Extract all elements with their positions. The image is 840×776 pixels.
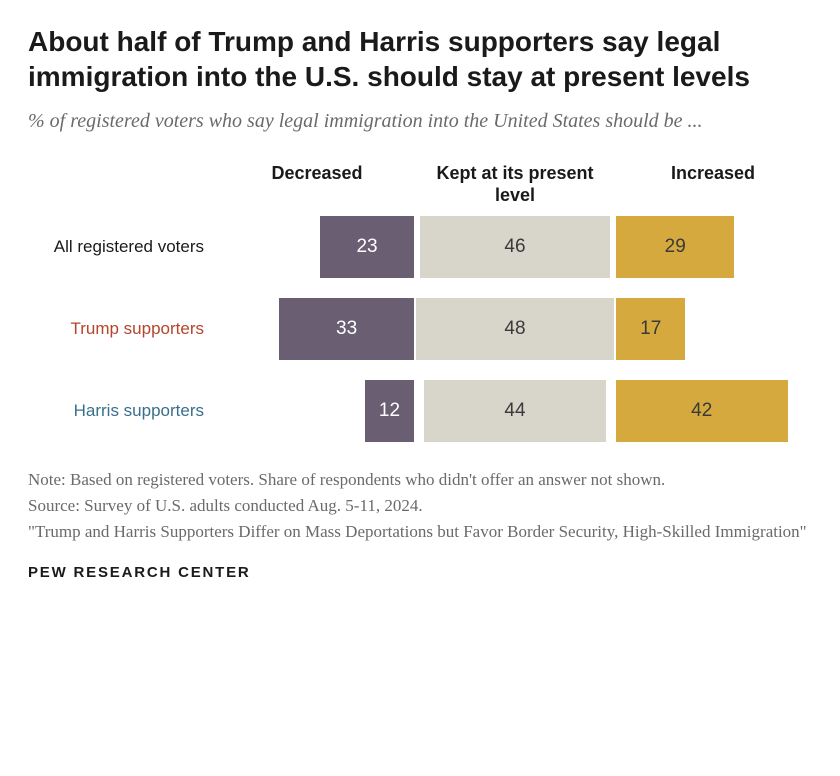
bar-cell: 44: [416, 380, 614, 442]
bar: 44: [424, 380, 606, 442]
bar-cell: 48: [416, 298, 614, 360]
bar: 42: [616, 380, 788, 442]
chart-subtitle: % of registered voters who say legal imm…: [28, 108, 812, 135]
chart-row: All registered voters 234629: [28, 216, 812, 278]
bar-cell: 12: [218, 380, 416, 442]
row-label: Trump supporters: [28, 319, 218, 339]
chart-row: Harris supporters 124442: [28, 380, 812, 442]
bar-cell: 46: [416, 216, 614, 278]
chart-row: Trump supporters 334817: [28, 298, 812, 360]
bar: 23: [320, 216, 414, 278]
bar-cell: 33: [218, 298, 416, 360]
row-label: Harris supporters: [28, 401, 218, 421]
bar-cell: 42: [614, 380, 812, 442]
bar: 33: [279, 298, 414, 360]
chart-rows: All registered voters 234629 Trump support…: [28, 216, 812, 442]
bar-cell: 17: [614, 298, 812, 360]
chart-note: "Trump and Harris Supporters Differ on M…: [28, 520, 812, 544]
bar: 17: [616, 298, 685, 360]
bar-chart: DecreasedKept at its present levelIncrea…: [28, 163, 812, 442]
row-label: All registered voters: [28, 237, 218, 257]
bar-cell: 29: [614, 216, 812, 278]
bar: 12: [365, 380, 414, 442]
chart-note: Note: Based on registered voters. Share …: [28, 468, 812, 492]
footer-brand: PEW RESEARCH CENTER: [28, 564, 812, 581]
chart-note: Source: Survey of U.S. adults conducted …: [28, 494, 812, 518]
bar: 48: [416, 298, 614, 360]
bar: 29: [616, 216, 734, 278]
column-headers: DecreasedKept at its present levelIncrea…: [28, 163, 812, 206]
chart-title: About half of Trump and Harris supporter…: [28, 24, 812, 94]
bar: 46: [420, 216, 610, 278]
chart-notes: Note: Based on registered voters. Share …: [28, 468, 812, 543]
column-header: Decreased: [218, 163, 416, 206]
column-header: Increased: [614, 163, 812, 206]
column-header: Kept at its present level: [416, 163, 614, 206]
bar-cell: 23: [218, 216, 416, 278]
